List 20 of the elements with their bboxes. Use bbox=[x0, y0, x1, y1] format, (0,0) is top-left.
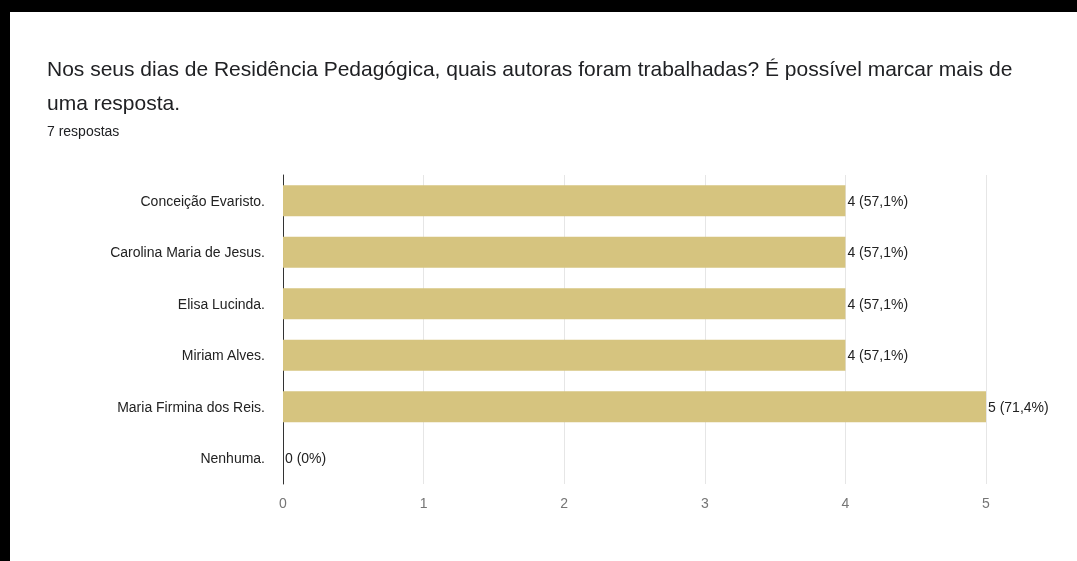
y-tick-label: Nenhuma. bbox=[200, 450, 265, 467]
data-label: 4 (57,1%) bbox=[847, 295, 909, 312]
x-tick-label: 4 bbox=[841, 495, 850, 511]
y-tick-label: Maria Firmina dos Reis. bbox=[117, 398, 265, 415]
data-label: 4 (57,1%) bbox=[847, 192, 909, 209]
x-tick-label: 3 bbox=[700, 495, 709, 511]
y-tick-label: Carolina Maria de Jesus. bbox=[110, 244, 265, 261]
data-label: 4 (57,1%) bbox=[847, 347, 909, 364]
x-tick-label: 1 bbox=[419, 495, 428, 511]
data-label: 5 (71,4%) bbox=[988, 398, 1049, 415]
text: 7 respostas bbox=[47, 123, 120, 139]
chart-title: Nos seus dias de Residência Pedagógica, quais autoras foram trabalhadas? É possível marcar mais de uma resposta. bbox=[47, 56, 1014, 116]
y-tick-label: Elisa Lucinda. bbox=[177, 295, 265, 312]
y-tick-label: Conceição Evaristo. bbox=[140, 192, 265, 209]
data-label: 4 (57,1%) bbox=[847, 244, 909, 261]
x-tick-label: 5 bbox=[982, 495, 991, 511]
x-tick-label: 0 bbox=[279, 495, 288, 511]
data-label: 0 (0%) bbox=[285, 450, 327, 467]
x-tick-label: 2 bbox=[560, 495, 569, 511]
y-tick-label: Miriam Alves. bbox=[181, 347, 265, 364]
